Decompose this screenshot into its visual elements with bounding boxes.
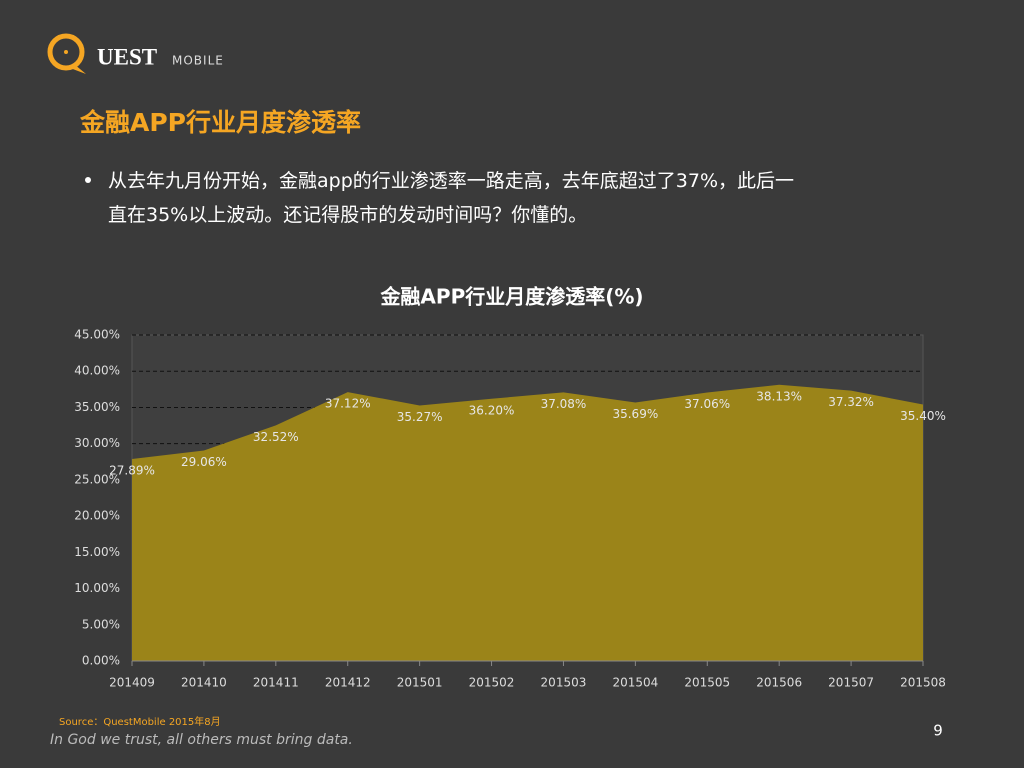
bullet-dot: [85, 177, 91, 183]
y-tick-label: 45.00%: [74, 328, 120, 342]
x-tick-label: 201502: [469, 676, 515, 690]
data-label: 35.27%: [397, 410, 443, 424]
y-tick-label: 20.00%: [74, 509, 120, 523]
data-label: 37.12%: [325, 397, 371, 411]
source: Source：QuestMobile 2015年8月: [59, 715, 221, 728]
slide-heading: 金融APP行业月度渗透率: [79, 108, 361, 137]
x-tick-label: 201506: [756, 676, 802, 690]
y-tick-label: 10.00%: [74, 581, 120, 595]
data-label: 37.06%: [684, 397, 730, 411]
x-tick-label: 201501: [397, 676, 443, 690]
logo-dot: [64, 50, 68, 54]
x-tick-label: 201504: [612, 676, 658, 690]
logo-sub: MOBILE: [172, 54, 224, 68]
y-tick-label: 35.00%: [74, 400, 120, 414]
x-tick-label: 201505: [684, 676, 730, 690]
y-tick-label: 30.00%: [74, 436, 120, 450]
data-label: 36.20%: [469, 403, 515, 417]
x-tick-label: 201409: [109, 676, 155, 690]
y-tick-label: 40.00%: [74, 364, 120, 378]
x-tick-label: 201507: [828, 676, 874, 690]
data-label: 27.89%: [109, 463, 155, 477]
data-label: 35.69%: [612, 407, 658, 421]
x-tick-label: 201412: [325, 676, 371, 690]
data-label: 37.08%: [541, 397, 587, 411]
data-label: 35.40%: [900, 409, 946, 423]
area: [132, 384, 923, 661]
data-label: 37.32%: [828, 395, 874, 409]
logo-text: UEST: [97, 44, 157, 69]
data-label: 32.52%: [253, 430, 299, 444]
x-tick-label: 201508: [900, 676, 946, 690]
data-label: 38.13%: [756, 389, 802, 403]
chart-title: 金融APP行业月度渗透率(%): [379, 285, 643, 309]
y-tick-label: 0.00%: [82, 654, 120, 668]
y-tick-label: 25.00%: [74, 472, 120, 486]
logo-ring: [47, 33, 85, 71]
motto: In God we trust, all others must bring d…: [50, 732, 353, 748]
y-tick-label: 5.00%: [82, 617, 120, 631]
x-tick-label: 201410: [181, 676, 227, 690]
bullet-line: 直在35%以上波动。还记得股市的发动时间吗？你懂的。: [108, 204, 588, 226]
page-number: 9: [933, 722, 943, 740]
logo-tail: [70, 64, 86, 74]
y-tick-label: 15.00%: [74, 545, 120, 559]
bullet-line: 从去年九月份开始，金融app的行业渗透率一路走高，去年底超过了37%，此后一: [108, 170, 794, 192]
x-tick-label: 201503: [541, 676, 587, 690]
data-label: 29.06%: [181, 455, 227, 469]
x-tick-label: 201411: [253, 676, 299, 690]
